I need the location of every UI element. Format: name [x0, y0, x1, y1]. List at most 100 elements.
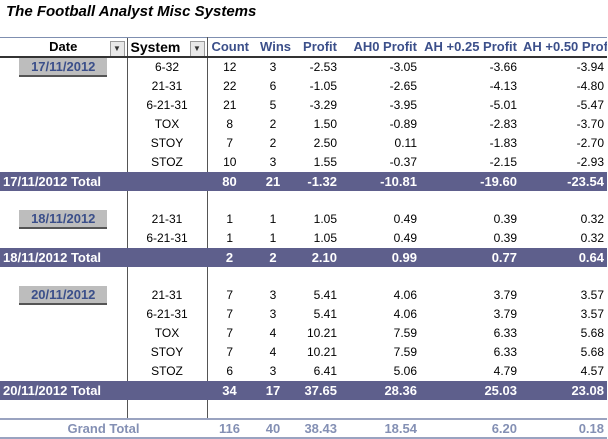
ah50-cell: -2.70: [576, 136, 604, 150]
grand-ah50-cell: 0.18: [520, 417, 607, 439]
system-cell[interactable]: 6-21-31: [126, 304, 208, 324]
system-cell[interactable]: STOZ: [126, 361, 208, 381]
profit-cell: -3.29: [309, 98, 337, 112]
chevron-down-icon[interactable]: ▼: [189, 41, 205, 55]
ah25-cell: -2.15: [489, 155, 517, 169]
empty-cell: [0, 267, 127, 286]
ah25-cell: 3.79: [493, 288, 517, 302]
ah50-cell: 0.32: [580, 231, 604, 245]
profit-cell: -1.05: [309, 79, 337, 93]
date-group-label[interactable]: 20/11/2012: [19, 285, 108, 305]
empty-cell: [420, 400, 520, 419]
ah50-cell: 0.32: [580, 212, 604, 226]
empty-cell: [126, 399, 208, 419]
ah0-cell: 4.06: [393, 307, 417, 321]
empty-cell: [294, 267, 340, 286]
empty-cell: [126, 190, 208, 210]
date-group-label[interactable]: 18/11/2012: [19, 209, 108, 229]
total-wins-cell: 2: [252, 247, 294, 267]
table-row: TOX 8 2 1.50 -0.89 -2.83 -3.70: [0, 114, 607, 134]
empty-cell: [207, 267, 252, 286]
system-cell[interactable]: 21-31: [126, 209, 208, 229]
count-cell: 7: [226, 345, 234, 359]
profit-cell: -2.53: [309, 60, 337, 74]
wins-cell: 3: [269, 364, 277, 378]
ah25-cell: -5.01: [489, 98, 517, 112]
count-cell: 10: [223, 155, 237, 169]
system-cell[interactable]: STOZ: [126, 152, 208, 172]
ah0-cell: -3.95: [389, 98, 417, 112]
spacer-row: [0, 190, 607, 210]
wins-cell: 4: [269, 345, 277, 359]
count-cell: 7: [226, 288, 234, 302]
wins-cell: 6: [269, 79, 277, 93]
date-cell: [0, 362, 127, 381]
system-cell[interactable]: TOX: [126, 323, 208, 343]
ah0-cell: 5.06: [393, 364, 417, 378]
profit-cell: 10.21: [306, 326, 337, 340]
empty-cell: [340, 267, 420, 286]
ah050-profit-header: AH +0.50 Profit: [520, 37, 607, 58]
ah25-cell: 6.33: [493, 345, 517, 359]
system-cell[interactable]: 21-31: [126, 285, 208, 305]
system-cell[interactable]: 6-32: [126, 56, 208, 77]
table-row: 17/11/2012 6-32 12 3 -2.53 -3.05 -3.66 -3.94: [0, 56, 607, 77]
ah50-cell: 3.57: [580, 288, 604, 302]
empty-cell: [520, 191, 607, 210]
count-cell: 12: [223, 60, 237, 74]
ah50-cell: -4.80: [576, 79, 604, 93]
profit-cell: 5.41: [313, 307, 337, 321]
table-row: 6-21-31 21 5 -3.29 -3.95 -5.01 -5.47: [0, 95, 607, 115]
total-count-cell: 80: [207, 171, 252, 191]
total-ah50-cell: 0.64: [520, 247, 607, 267]
ah25-cell: -3.66: [489, 60, 517, 74]
total-ah0-cell: 28.36: [340, 380, 420, 400]
total-ah50-cell: 23.08: [520, 380, 607, 400]
wins-cell: 3: [269, 155, 277, 169]
wins-header: Wins: [252, 37, 294, 58]
date-cell: 20/11/2012: [0, 285, 127, 305]
total-ah25-cell: 0.77: [420, 247, 520, 267]
date-group-label[interactable]: 17/11/2012: [19, 57, 108, 77]
wins-cell: 2: [269, 136, 277, 150]
date-cell: [0, 324, 127, 343]
profit-cell: 1.50: [313, 117, 337, 131]
profit-cell: 10.21: [306, 345, 337, 359]
group-total-row: 17/11/2012 Total 80 21 -1.32 -10.81 -19.60 -23…: [0, 171, 607, 191]
empty-cell: [420, 267, 520, 286]
ah25-cell: 3.79: [493, 307, 517, 321]
date-header-label: Date: [49, 39, 78, 55]
filter-dropdown-icon[interactable]: ▼: [109, 41, 125, 55]
wins-cell: 5: [269, 98, 277, 112]
ah25-cell: -2.83: [489, 117, 517, 131]
spacer-row: [0, 266, 607, 286]
system-cell[interactable]: STOY: [126, 133, 208, 153]
total-count-cell: 34: [207, 380, 252, 400]
system-cell[interactable]: TOX: [126, 114, 208, 134]
system-cell[interactable]: 21-31: [126, 76, 208, 96]
system-cell[interactable]: STOY: [126, 342, 208, 362]
ah025-profit-header: AH +0.25 Profit: [420, 37, 520, 58]
ah0-cell: 0.49: [393, 231, 417, 245]
empty-cell: [252, 400, 294, 419]
date-cell: 17/11/2012: [0, 57, 127, 77]
ah50-cell: -3.70: [576, 117, 604, 131]
wins-cell: 3: [269, 60, 277, 74]
wins-cell: 3: [269, 288, 277, 302]
group-total-row: 20/11/2012 Total 34 17 37.65 28.36 25.03 23.08: [0, 380, 607, 400]
ah0-profit-header: AH0 Profit: [340, 37, 420, 58]
ah0-cell: -0.37: [389, 155, 417, 169]
count-cell: 22: [223, 79, 237, 93]
empty-cell: [294, 191, 340, 210]
date-column-header[interactable]: Date ▼: [0, 37, 127, 58]
count-cell: 6: [226, 364, 234, 378]
empty-cell: [252, 191, 294, 210]
system-cell[interactable]: 6-21-31: [126, 228, 208, 248]
empty-cell: [252, 267, 294, 286]
profit-cell: 5.41: [313, 288, 337, 302]
ah50-cell: 3.57: [580, 307, 604, 321]
system-column-header[interactable]: System ▼: [126, 37, 208, 58]
system-cell[interactable]: 6-21-31: [126, 95, 208, 115]
ah25-cell: 4.79: [493, 364, 517, 378]
date-cell: 18/11/2012: [0, 209, 127, 229]
